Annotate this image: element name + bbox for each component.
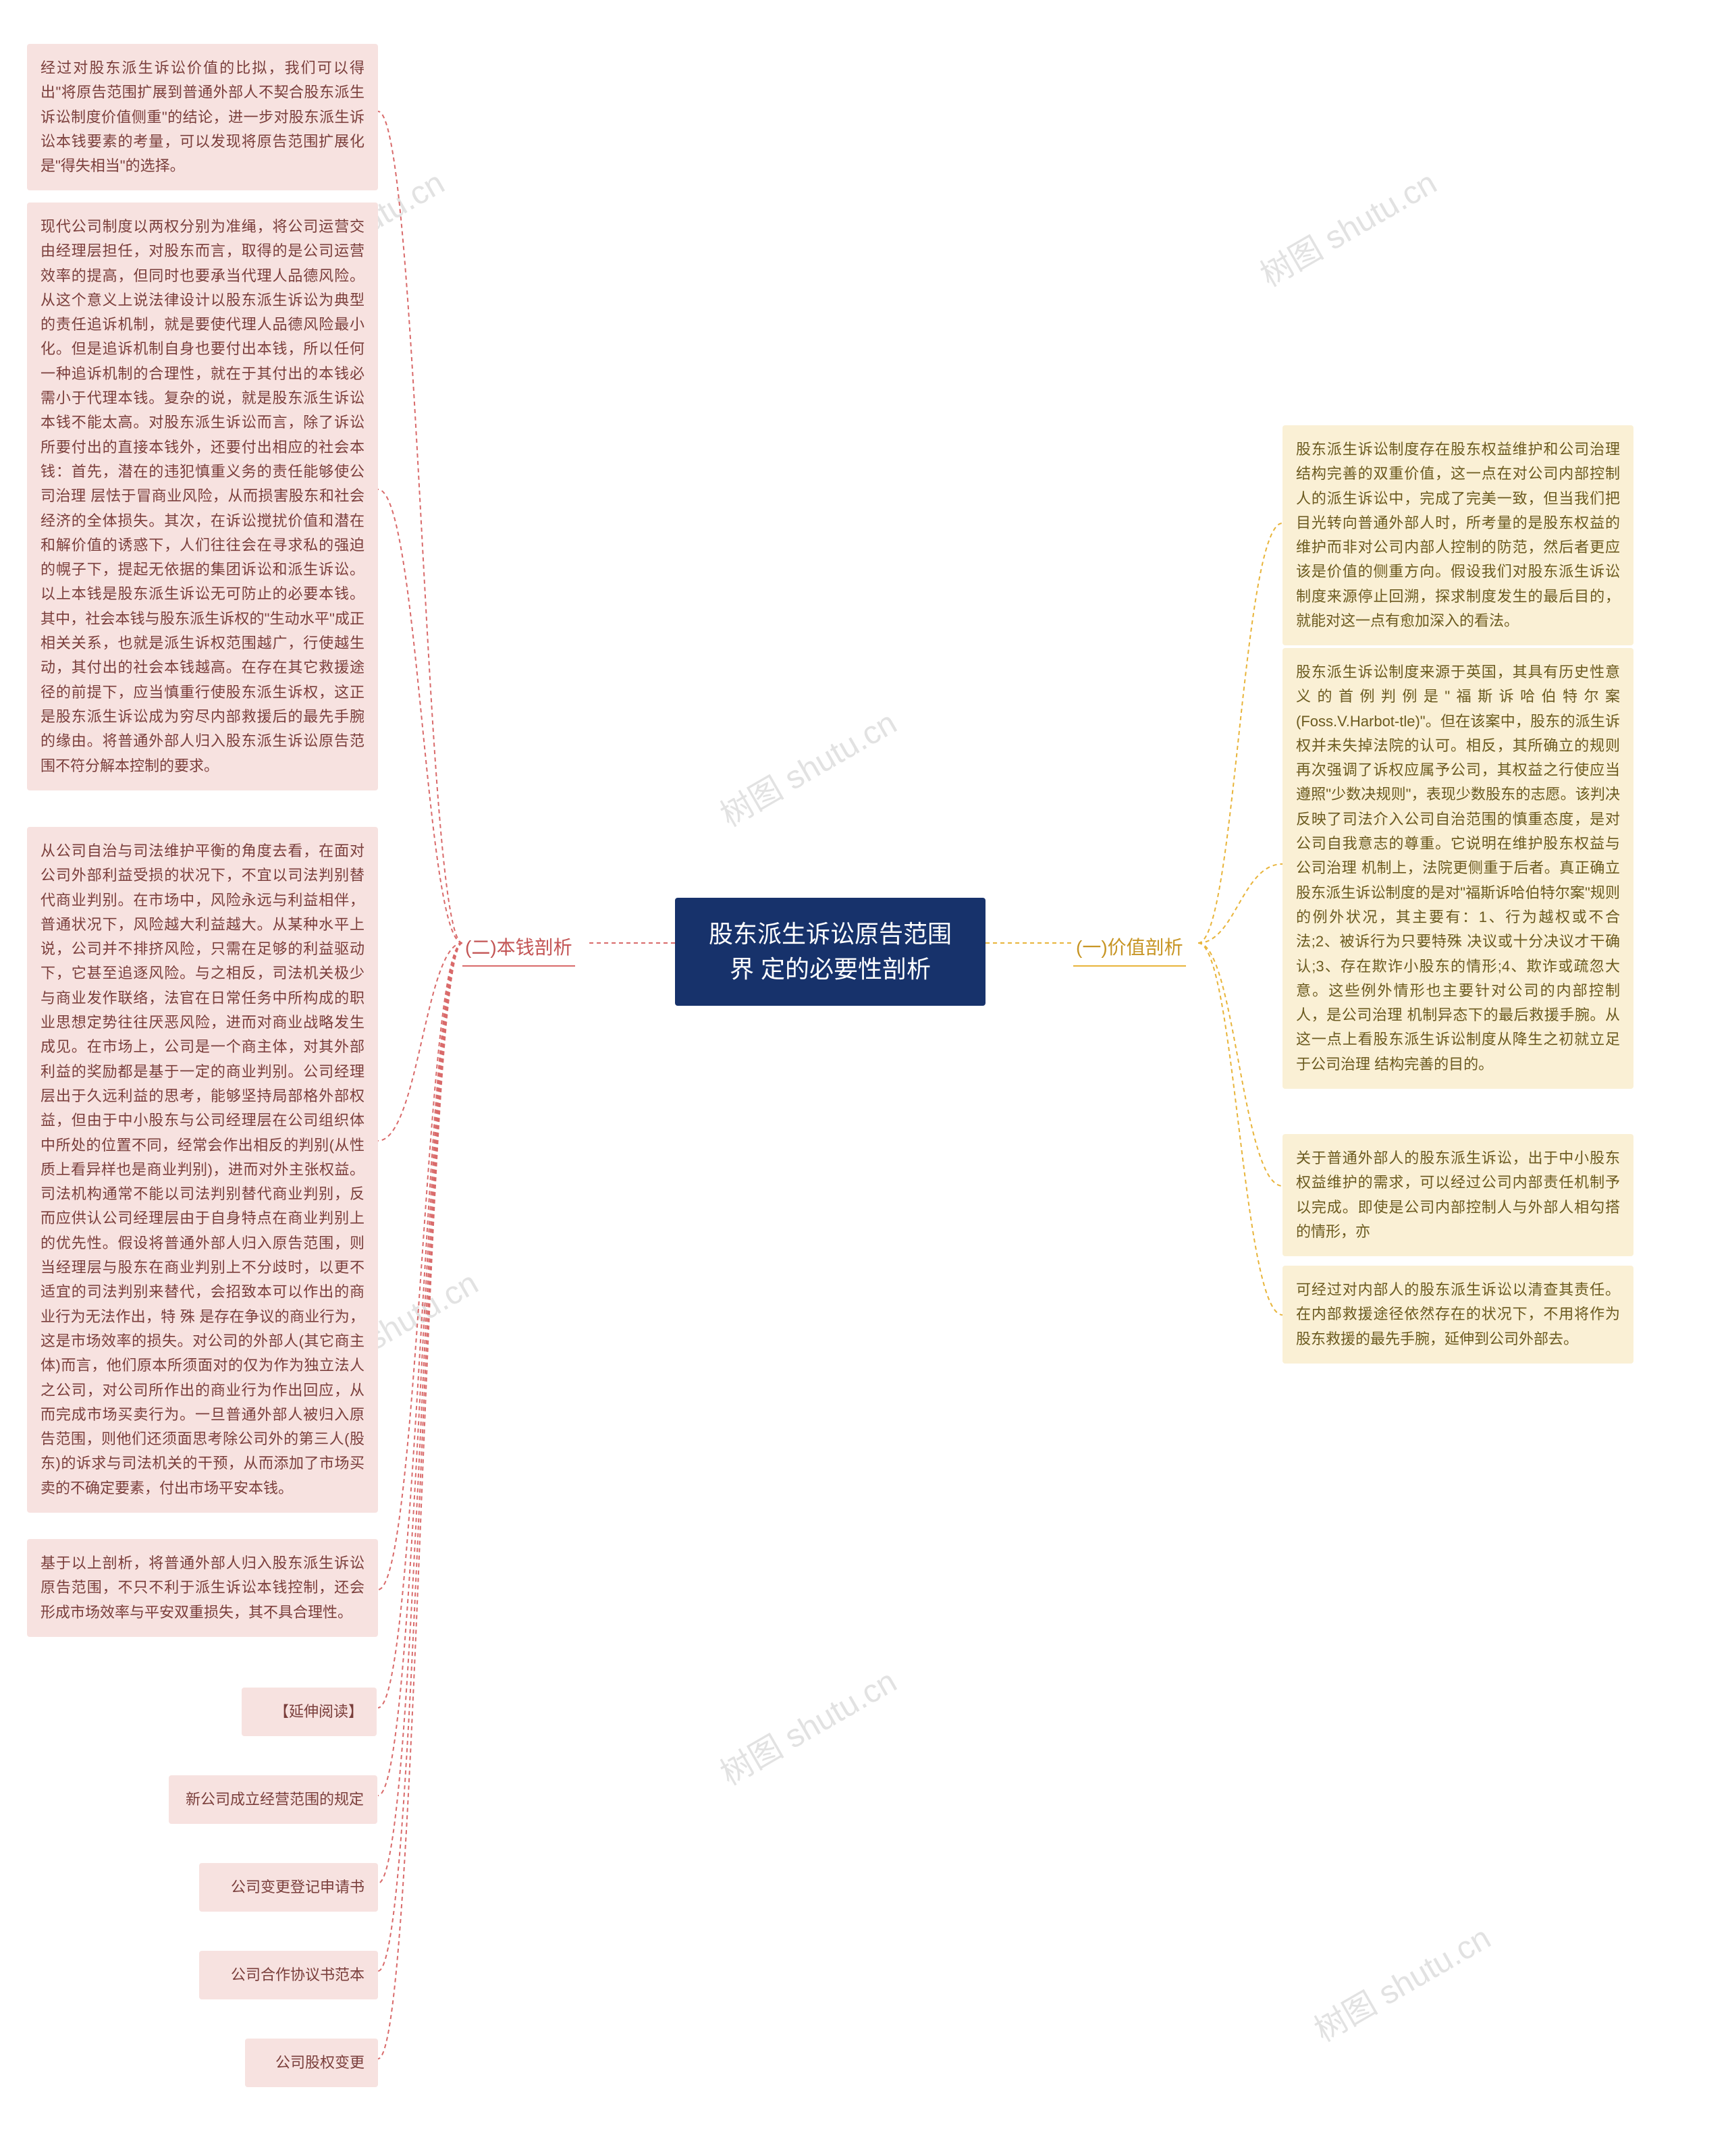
left-leaf: 公司变更登记申请书 [199, 1863, 378, 1912]
center-node: 股东派生诉讼原告范围界 定的必要性剖析 [675, 898, 986, 1006]
left-leaf: 新公司成立经营范围的规定 [169, 1775, 377, 1824]
right-leaf: 关于普通外部人的股东派生诉讼，出于中小股东权益维护的需求，可以经过公司内部责任机… [1282, 1134, 1634, 1256]
right-leaf: 可经过对内部人的股东派生诉讼以清查其责任。在内部救援途径依然存在的状况下，不用将… [1282, 1266, 1634, 1364]
branch-left-label[interactable]: (二)本钱剖析 [462, 927, 575, 967]
left-leaf: 公司股权变更 [245, 2039, 378, 2087]
left-leaf: 经过对股东派生诉讼价值的比拟，我们可以得出"将原告范围扩展到普通外部人不契合股东… [27, 44, 378, 190]
watermark: 树图 shutu.cn [710, 697, 904, 836]
left-leaf: 基于以上剖析，将普通外部人归入股东派生诉讼原告范围，不只不利于派生诉讼本钱控制，… [27, 1539, 378, 1637]
watermark: 树图 shutu.cn [710, 1655, 904, 1794]
right-leaf: 股东派生诉讼制度存在股东权益维护和公司治理 结构完善的双重价值，这一点在对公司内… [1282, 425, 1634, 645]
watermark: 树图 shutu.cn [1304, 1912, 1498, 2051]
left-leaf: 公司合作协议书范本 [199, 1951, 378, 1999]
left-leaf: 现代公司制度以两权分别为准绳，将公司运营交由经理层担任，对股东而言，取得的是公司… [27, 203, 378, 790]
branch-right-label[interactable]: (一)价值剖析 [1073, 927, 1186, 967]
watermark: 树图 shutu.cn [1250, 157, 1444, 296]
left-leaf: 从公司自治与司法维护平衡的角度去看，在面对公司外部利益受损的状况下，不宜以司法判… [27, 827, 378, 1513]
left-leaf: 【延伸阅读】 [242, 1688, 377, 1736]
right-leaf: 股东派生诉讼制度来源于英国，其具有历史性意义的首例判例是"福斯诉哈伯特尔案(Fo… [1282, 648, 1634, 1089]
